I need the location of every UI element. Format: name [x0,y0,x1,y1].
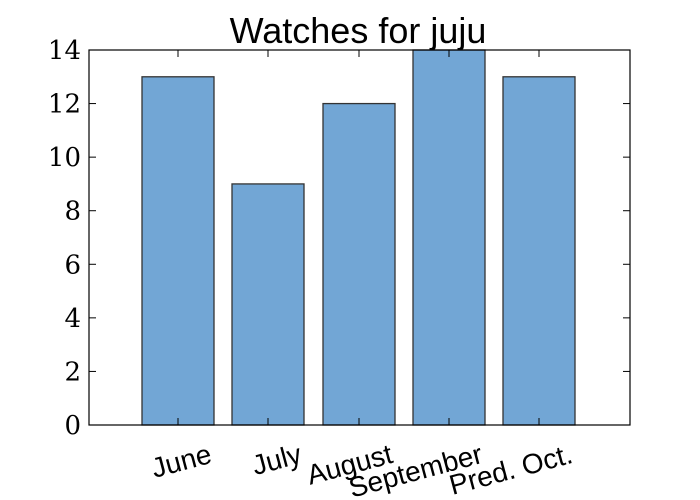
y-tick-label-2: 2 [64,357,81,387]
bars-group [141,49,576,426]
y-tick-label-6: 6 [64,250,81,280]
y-tick-label-4: 4 [64,304,81,334]
y-tick-label-10: 10 [48,143,81,173]
chart-title: Watches for juju [230,10,487,51]
bar-june [141,76,215,426]
bar-september [412,49,486,426]
y-tick-label-0: 0 [64,411,81,441]
y-tick-label-12: 12 [48,90,81,120]
y-tick-label-8: 8 [64,197,81,227]
bar-pred-oct [502,76,576,426]
bar-july [231,183,305,426]
y-ticks-group: 0 2 4 6 8 10 12 14 [48,36,630,441]
bar-august [322,102,396,426]
y-tick-label-14: 14 [48,36,81,66]
